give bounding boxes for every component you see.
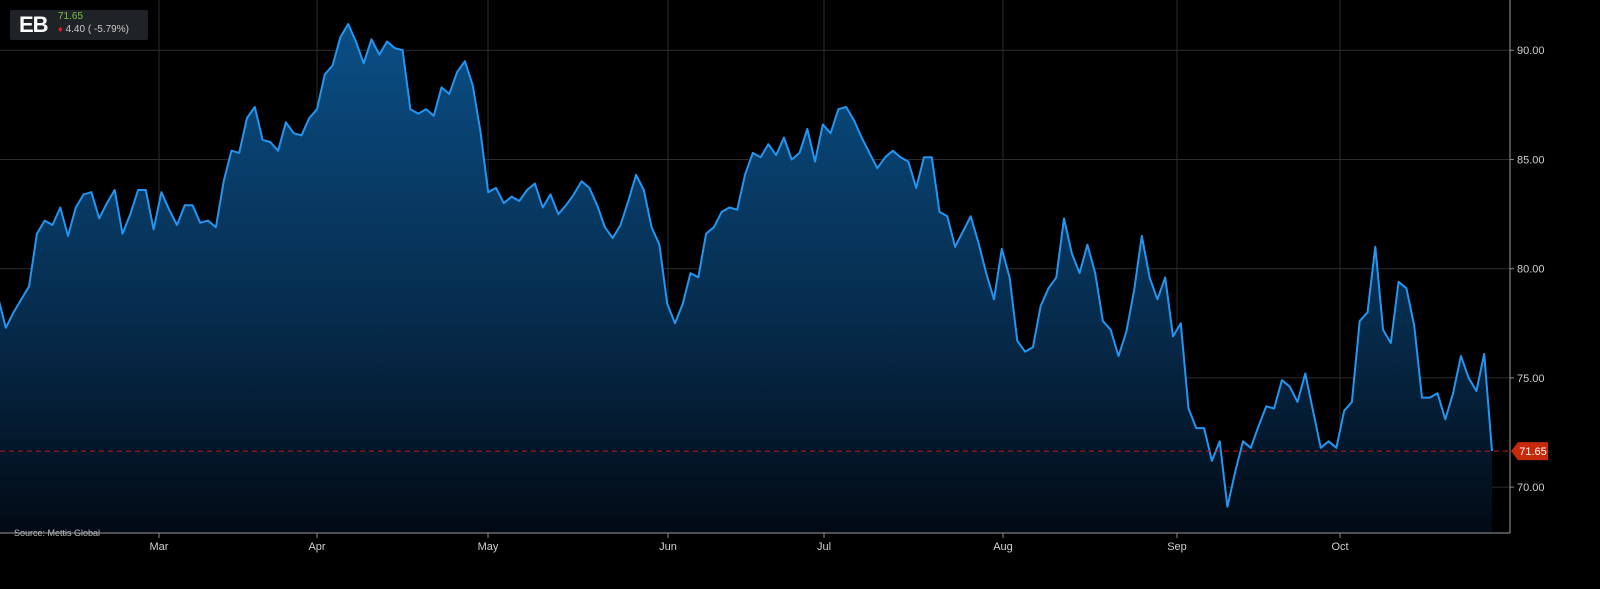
ticker-badge: EB 71.65 ♦ 4.40 ( -5.79%) (10, 10, 148, 40)
ticker-change: ♦ 4.40 ( -5.79%) (58, 24, 129, 35)
x-tick-label: May (478, 541, 499, 553)
x-tick-label: Sep (1167, 541, 1187, 553)
x-tick-label: Apr (308, 541, 325, 553)
x-tick-label: Mar (150, 541, 169, 553)
price-area (0, 24, 1492, 533)
down-arrow-icon: ♦ (58, 24, 63, 34)
area-layer (0, 23, 1493, 533)
last-price-label: 71.65 (1519, 446, 1547, 458)
ticker-price: 71.65 (58, 11, 84, 22)
ticker-change-value: 4.40 ( -5.79%) (65, 24, 129, 35)
y-tick-label: 75.00 (1517, 373, 1545, 385)
x-tick-label: Jun (659, 541, 677, 553)
x-tick-label: Oct (1331, 541, 1348, 553)
source-label: Source: Mettis Global (14, 528, 101, 538)
y-tick-label: 70.00 (1517, 482, 1545, 494)
y-tick-label: 90.00 (1517, 45, 1545, 57)
last-price-layer: 71.65 (0, 442, 1548, 461)
price-line (0, 23, 1493, 508)
y-tick-label: 85.00 (1517, 154, 1545, 166)
y-tick-label: 80.00 (1517, 264, 1545, 276)
x-tick-label: Aug (993, 541, 1013, 553)
x-tick-label: Jul (817, 541, 831, 553)
ticker-symbol: EB (19, 12, 49, 37)
last-price-marker (1511, 442, 1548, 461)
axes: 90.00 85.00 80.00 75.00 70.00 Mar Apr May Jun Jul… (0, 0, 1545, 553)
